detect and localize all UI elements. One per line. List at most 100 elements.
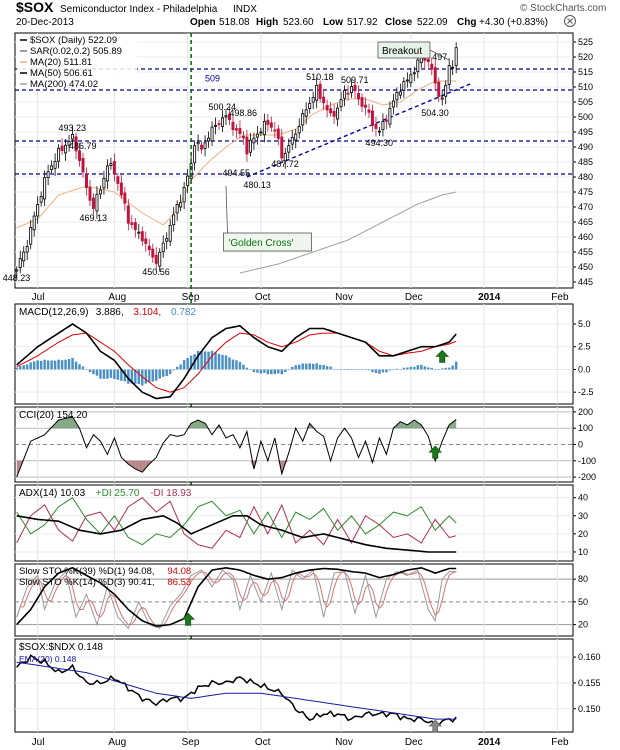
candle-body bbox=[395, 92, 399, 101]
macd-histogram-bar bbox=[36, 360, 39, 370]
legend-entry: CCI(20) 154.20 bbox=[19, 410, 88, 421]
candle-body bbox=[224, 115, 228, 118]
candle-body bbox=[343, 90, 347, 99]
macd-histogram-bar bbox=[113, 369, 116, 380]
macd-histogram-bar bbox=[130, 369, 134, 384]
macd-histogram-bar bbox=[64, 359, 67, 370]
cci-fill bbox=[142, 460, 146, 473]
legend-entry: Slow STO %K(39) %D(1) 94.08, bbox=[19, 566, 155, 577]
high-label: High bbox=[256, 17, 278, 28]
cci-fill bbox=[145, 460, 150, 469]
candle-body bbox=[430, 63, 434, 70]
macd-histogram-bar bbox=[315, 363, 318, 370]
close-icon[interactable] bbox=[564, 15, 576, 27]
macd-histogram-bar bbox=[203, 351, 207, 370]
macd-histogram-bar bbox=[186, 357, 189, 370]
price-label: 448.23 bbox=[3, 273, 31, 283]
macd-histogram-bar bbox=[242, 364, 245, 370]
candle-body bbox=[137, 231, 141, 234]
panel-frame-macd bbox=[14, 303, 574, 405]
macd-histogram-bar bbox=[374, 369, 378, 374]
legend-entry: $SOX:$NDX 0.148 bbox=[19, 642, 103, 653]
macd-histogram-bar bbox=[179, 364, 182, 370]
macd-histogram-bar bbox=[301, 363, 304, 370]
macd-histogram-bar bbox=[367, 369, 371, 371]
cci-fill bbox=[69, 416, 73, 429]
legend-entry: MA(200) 474.02 bbox=[30, 79, 98, 90]
macd-histogram-bar bbox=[371, 369, 374, 373]
macd-signal-line bbox=[16, 332, 457, 393]
sto-k14-line bbox=[16, 569, 457, 630]
ma200-line bbox=[239, 191, 457, 274]
macd-histogram-bar bbox=[263, 369, 266, 373]
macd-histogram-bar bbox=[210, 350, 214, 370]
candle-body bbox=[214, 124, 218, 127]
candle-body bbox=[252, 137, 256, 144]
macd-histogram-bar bbox=[388, 369, 392, 371]
candle-body bbox=[311, 97, 315, 103]
macd-histogram-bar bbox=[148, 369, 151, 383]
panel-sto: 20 50 80 Slow STO %K(39) %D(1) 94.08, 94.08 S… bbox=[14, 563, 588, 637]
candle-body bbox=[88, 186, 92, 201]
candle-body bbox=[32, 215, 36, 231]
candle-body bbox=[189, 163, 193, 180]
macd-histogram-bar bbox=[437, 369, 440, 370]
legend-entry: EMA(20) 0.148 bbox=[19, 654, 76, 664]
x-tick-label: Dec bbox=[405, 292, 423, 303]
macd-histogram-bar bbox=[22, 365, 25, 370]
candle-body bbox=[78, 150, 81, 161]
macd-histogram-bar bbox=[284, 369, 287, 373]
candle-body bbox=[112, 161, 116, 175]
candle-body bbox=[297, 126, 301, 134]
macd-histogram-bar bbox=[196, 350, 200, 370]
macd-histogram-bar bbox=[311, 363, 315, 370]
cci-fill bbox=[407, 422, 411, 429]
candle-body bbox=[29, 227, 33, 245]
candle-body bbox=[405, 79, 409, 82]
candle-body bbox=[179, 202, 183, 208]
candle-body bbox=[280, 136, 284, 159]
y-tick-label: 525 bbox=[578, 37, 593, 47]
y-tick-label: 0.150 bbox=[578, 704, 601, 714]
candle-body bbox=[161, 242, 165, 253]
candle-body bbox=[370, 110, 374, 126]
macd-histogram-bar bbox=[141, 369, 144, 386]
y-tick-label: 0.0 bbox=[578, 364, 591, 374]
trendline bbox=[246, 83, 471, 178]
high-value: 523.60 bbox=[283, 17, 314, 28]
macd-histogram-bar bbox=[158, 369, 161, 379]
macd-histogram-bar bbox=[200, 351, 203, 370]
x-tick-label: Jul bbox=[32, 737, 45, 748]
candle-body bbox=[346, 92, 350, 95]
macd-histogram-bar bbox=[444, 367, 447, 370]
x-tick-label: Dec bbox=[405, 737, 423, 748]
legend-entry: Slow STO %K(14) %D(3) 90.41, bbox=[19, 577, 155, 588]
macd-histogram-bar bbox=[231, 359, 235, 370]
macd-histogram-bar bbox=[99, 369, 102, 379]
macd-histogram-bar bbox=[416, 365, 420, 370]
y-tick-label: 200 bbox=[578, 407, 593, 417]
macd-line bbox=[16, 323, 457, 400]
macd-histogram-bar bbox=[144, 369, 148, 384]
panel-adx: 10 20 30 40 ADX(14) 10.03 +DI 25.70 -DI 18.93 bbox=[14, 484, 588, 562]
macd-histogram-bar bbox=[339, 369, 343, 370]
macd-histogram-bar bbox=[214, 352, 217, 370]
price-label: 500.24 bbox=[209, 102, 237, 112]
macd-histogram-bar bbox=[406, 367, 409, 370]
macd-histogram-bar bbox=[266, 369, 270, 375]
candle-body bbox=[140, 231, 144, 242]
price-label: 504.30 bbox=[421, 108, 449, 118]
y-tick-label: 485 bbox=[578, 157, 593, 167]
macd-histogram-bar bbox=[420, 364, 423, 370]
panel-price: 445 450 455 460 465 470 475 480 485 490 495 500 505 5… bbox=[3, 32, 593, 289]
macd-histogram-bar bbox=[172, 369, 175, 371]
macd-histogram-bar bbox=[88, 369, 92, 373]
macd-histogram-bar bbox=[434, 369, 437, 370]
candle-body bbox=[329, 108, 333, 114]
candle-body bbox=[444, 84, 448, 97]
legend-entry: 94.08 bbox=[167, 566, 191, 577]
y-tick-label: -200 bbox=[578, 472, 596, 482]
y-tick-label: 500 bbox=[578, 112, 593, 122]
